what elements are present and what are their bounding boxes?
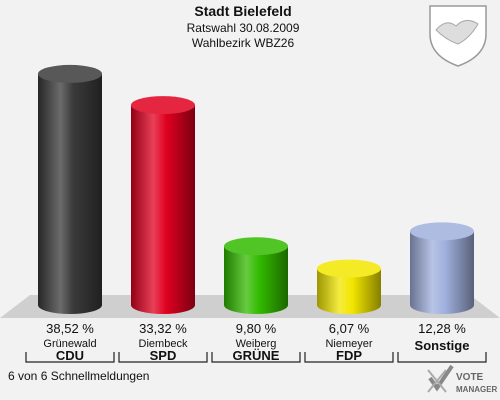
bar-top-grüne: [224, 237, 288, 256]
category-bracket: [25, 352, 115, 363]
logo-text-vote: VOTE: [456, 372, 484, 383]
party-label: FDP: [336, 348, 362, 363]
bar-top-sonstige: [410, 222, 474, 241]
chart-subtitle-date: Ratswahl 30.08.2009: [187, 21, 300, 35]
candidate-label: Weiberg: [236, 338, 277, 350]
category-bracket: [304, 352, 394, 363]
bar-grüne: [224, 246, 288, 314]
status-text: 6 von 6 Schnellmeldungen: [8, 369, 149, 383]
party-label: SPD: [150, 348, 177, 363]
category-bracket: [118, 352, 208, 363]
votemanager-logo: VOTE MANAGER: [427, 364, 498, 394]
bar-sonstige: [410, 231, 474, 314]
party-label: CDU: [56, 348, 84, 363]
value-label: 6,07 %: [329, 321, 370, 336]
bar-top-cdu: [38, 64, 102, 83]
party-label: GRÜNE: [233, 348, 280, 363]
value-label: 12,28 %: [418, 321, 466, 336]
category-bracket: [397, 352, 487, 363]
bar-spd: [131, 105, 195, 314]
value-label: 9,80 %: [236, 321, 277, 336]
chart-title: Stadt Bielefeld: [194, 3, 291, 19]
candidate-label: Diembeck: [139, 338, 188, 350]
value-label: 38,52 %: [46, 321, 94, 336]
bar-cdu: [38, 73, 102, 314]
bar-fdp: [317, 268, 381, 314]
value-label: 33,32 %: [139, 321, 187, 336]
bars-group: [38, 64, 474, 314]
bar-top-spd: [131, 96, 195, 115]
logo-text-manager: MANAGER: [456, 385, 498, 394]
candidate-label: Niemeyer: [325, 338, 372, 350]
checkmark-icon: [427, 364, 454, 393]
bar-top-fdp: [317, 259, 381, 278]
chart-subtitle-district: Wahlbezirk WBZ26: [192, 36, 295, 50]
party-label: Sonstige: [415, 338, 470, 353]
coat-of-arms-icon: [429, 5, 487, 67]
category-bracket: [211, 352, 301, 363]
candidate-label: Grünewald: [43, 338, 96, 350]
